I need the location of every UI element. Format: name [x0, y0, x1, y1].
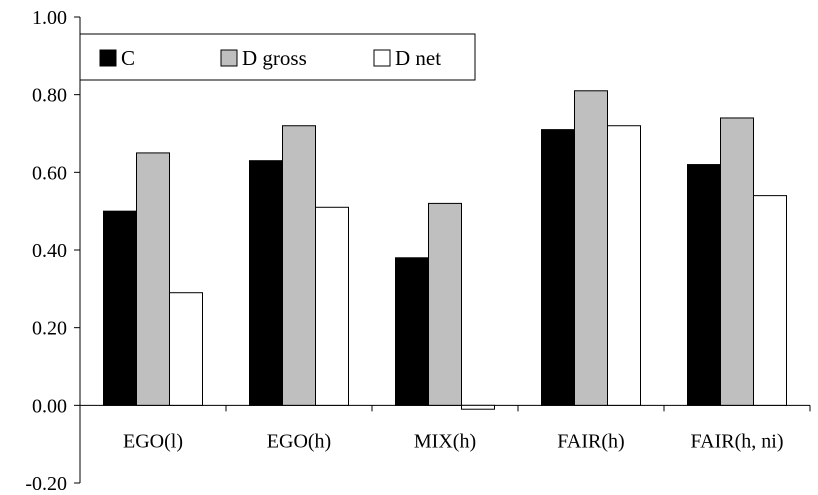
bar-d-gross [282, 125, 316, 406]
y-tick-label: 1.00 [32, 7, 67, 29]
bar-d-gross [136, 152, 170, 406]
y-tick-label: 0.60 [32, 162, 67, 184]
bar-d-net [461, 404, 495, 410]
legend-swatch-c [99, 49, 117, 67]
legend-swatch-d-net [373, 49, 391, 67]
bar-c [687, 164, 721, 406]
category-label: FAIR(h, ni) [691, 430, 784, 452]
y-tick-label: -0.20 [25, 473, 67, 495]
bar-c [395, 257, 429, 406]
bar-d-net [315, 206, 349, 406]
bar-d-net [753, 195, 787, 406]
y-tick-label: 0.80 [32, 85, 67, 107]
category-label: FAIR(h) [557, 430, 624, 452]
category-label: MIX(h) [414, 430, 476, 452]
y-tick-label: 0.40 [32, 240, 67, 262]
bar-c [103, 210, 137, 406]
bar-d-net [169, 292, 203, 406]
y-axis: -0.20 0.00 0.20 0.40 0.60 0.80 1.00 [25, 7, 81, 495]
bar-d-net [607, 125, 641, 406]
legend-label-c: C [121, 46, 135, 70]
category-label: EGO(h) [267, 430, 331, 452]
legend-box [79, 33, 476, 81]
legend-label-d-gross: D gross [242, 46, 307, 70]
bars [103, 90, 787, 410]
category-label: EGO(l) [123, 430, 183, 452]
legend-label-d-net: D net [395, 46, 441, 70]
bar-c [541, 129, 575, 406]
x-axis [80, 404, 811, 412]
bar-c [249, 160, 283, 406]
y-tick-label: 0.20 [32, 318, 67, 340]
bar-d-gross [720, 117, 754, 406]
bar-d-gross [428, 202, 462, 406]
legend-swatch-d-gross [220, 49, 238, 67]
bar-d-gross [574, 90, 608, 406]
y-tick-label: 0.00 [32, 395, 67, 417]
legend: C D gross D net [79, 33, 476, 81]
category-labels: EGO(l) EGO(h) MIX(h) FAIR(h) FAIR(h, ni) [123, 430, 783, 452]
